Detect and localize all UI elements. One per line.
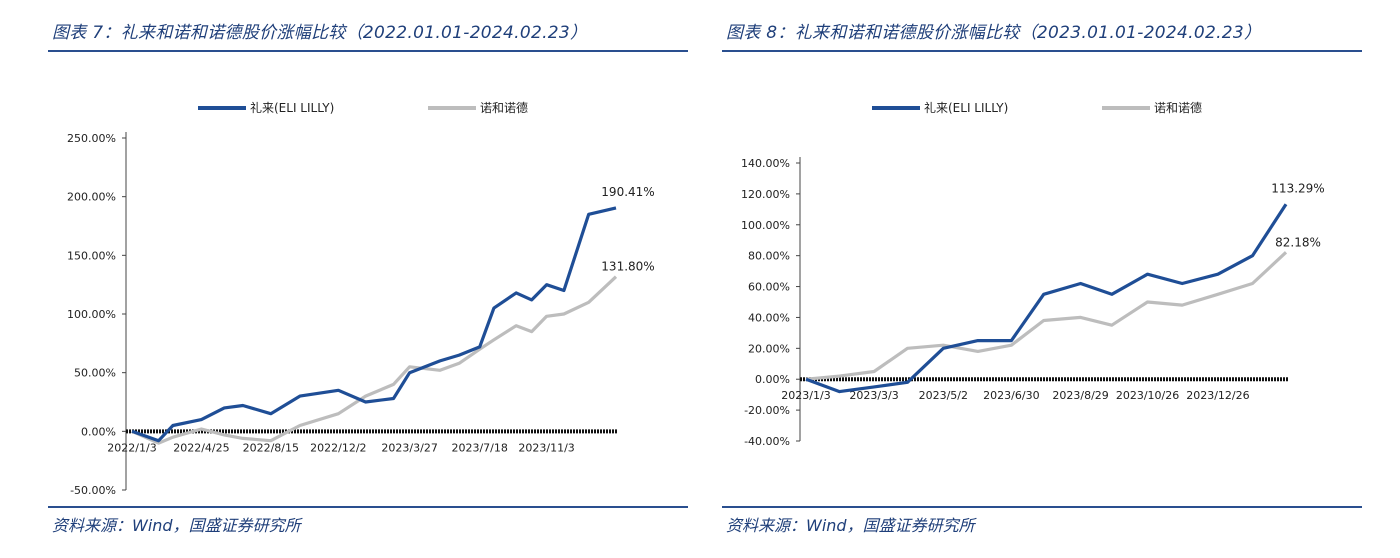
legend-label: 诺和诺德: [1154, 100, 1202, 115]
series-line-lilly: [805, 203, 1288, 394]
source-note: 资料来源：Wind，国盛证券研究所: [726, 516, 975, 535]
series-line-novo: [805, 251, 1288, 381]
legend-label: 礼来(ELI LILLY): [250, 100, 334, 115]
y-tick-label: -50.00%: [70, 484, 116, 497]
end-value-label: 113.29%: [1271, 181, 1324, 195]
y-tick-label: 100.00%: [67, 308, 116, 321]
y-tick-label: 80.00%: [748, 250, 790, 263]
y-tick-label: 60.00%: [748, 281, 790, 294]
x-tick-label: 2023/7/18: [451, 441, 507, 454]
y-tick-label: 120.00%: [741, 188, 790, 201]
source-rule: [48, 506, 688, 508]
line-chart-7: 250.00% 200.00% 150.00% 100.00% 50.00% 0.00% -…: [67, 100, 655, 497]
legend-label: 礼来(ELI LILLY): [924, 100, 1008, 115]
x-tick-label: 2022/1/3: [107, 441, 156, 454]
source-note: 资料来源：Wind，国盛证券研究所: [52, 516, 301, 535]
end-value-label: 190.41%: [601, 185, 654, 199]
end-value-label: 131.80%: [601, 260, 654, 274]
x-tick-label: 2023/8/29: [1052, 389, 1108, 402]
x-tick-label: 2023/10/26: [1116, 389, 1179, 402]
y-tick-label: 20.00%: [748, 342, 790, 355]
legend-label: 诺和诺德: [480, 100, 528, 115]
x-tick-label: 2022/8/15: [243, 441, 299, 454]
x-tick-label: 2023/3/3: [849, 389, 898, 402]
end-value-label: 82.18%: [1275, 235, 1321, 249]
x-tick-label: 2023/6/30: [983, 389, 1039, 402]
chart-title: 图表 8：礼来和诺和诺德股价涨幅比较（2023.01.01-2024.02.23…: [726, 23, 1262, 43]
title-rule: [722, 50, 1362, 52]
x-tick-label: 2023/11/3: [518, 441, 574, 454]
series-line-lilly: [131, 206, 617, 443]
y-tick-label: 40.00%: [748, 311, 790, 324]
y-tick-label: -40.00%: [744, 435, 790, 448]
chart-panel-7: 图表 7：礼来和诺和诺德股价涨幅比较（2022.01.01-2024.02.23…: [48, 0, 698, 558]
x-tick-label: 2023/3/27: [381, 441, 437, 454]
y-tick-label: 140.00%: [741, 157, 790, 170]
title-rule: [48, 50, 688, 52]
chart-panel-8: 图表 8：礼来和诺和诺德股价涨幅比较（2023.01.01-2024.02.23…: [722, 0, 1372, 558]
y-tick-label: 50.00%: [74, 367, 116, 380]
x-tick-label: 2023/5/2: [919, 389, 968, 402]
y-tick-label: 0.00%: [755, 373, 790, 386]
x-tick-label: 2023/12/26: [1186, 389, 1249, 402]
y-tick-label: 200.00%: [67, 191, 116, 204]
y-tick-label: 250.00%: [67, 132, 116, 145]
chart-title: 图表 7：礼来和诺和诺德股价涨幅比较（2022.01.01-2024.02.23…: [52, 23, 588, 43]
y-tick-label: 0.00%: [81, 425, 116, 438]
x-tick-label: 2023/1/3: [781, 389, 830, 402]
y-tick-label: -20.00%: [744, 404, 790, 417]
series-line-novo: [131, 275, 618, 445]
y-tick-label: 100.00%: [741, 219, 790, 232]
source-rule: [722, 506, 1362, 508]
y-tick-label: 150.00%: [67, 249, 116, 262]
line-chart-8: 140.00% 120.00% 100.00% 80.00% 60.00% 40.00% 2…: [741, 100, 1325, 448]
x-tick-label: 2022/12/2: [310, 441, 366, 454]
x-tick-label: 2022/4/25: [173, 441, 229, 454]
